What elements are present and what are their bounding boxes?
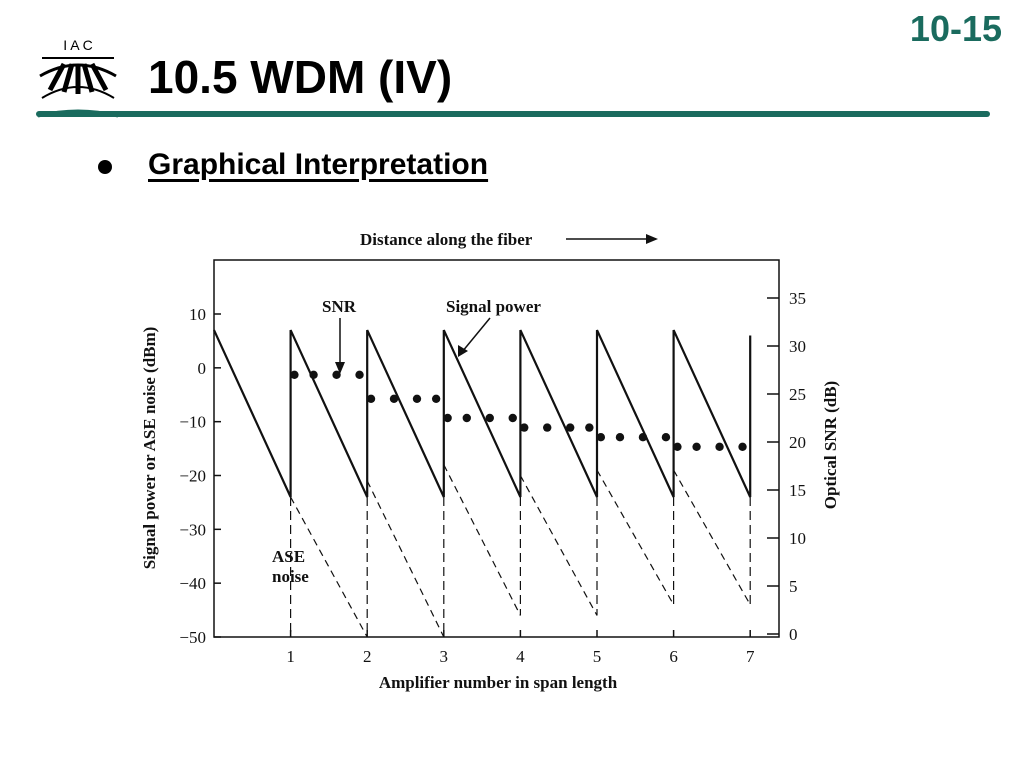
x-tick-label: 3 — [440, 647, 449, 666]
x-tick-label: 4 — [516, 647, 525, 666]
y-left-tick-label: 10 — [189, 305, 206, 324]
y-left-axis-label: Signal power or ASE noise (dBm) — [140, 327, 159, 570]
y-left-tick-label: −10 — [179, 413, 206, 432]
x-axis-label: Amplifier number in span length — [379, 673, 618, 692]
snr-point — [412, 394, 422, 403]
snr-point — [615, 433, 625, 442]
snr-point — [290, 370, 299, 379]
ase-annotation-line1: ASE — [272, 547, 305, 566]
y-left-tick-label: −20 — [179, 467, 206, 486]
snr-point — [520, 423, 529, 432]
snr-point — [485, 413, 494, 423]
snr-point — [692, 442, 701, 451]
chart-marks: 10 0 −10 −20 −30 −40 −50 35 30 25 20 15 10 5 0 1 2 3 4 5 6 7 — [179, 289, 806, 666]
signal-power-line — [213, 329, 752, 498]
snr-point — [715, 442, 724, 451]
chart-frame — [213, 234, 780, 638]
snr-point — [565, 423, 575, 432]
signal-power-arrow-head — [458, 345, 468, 357]
snr-point — [738, 442, 747, 451]
snr-point — [543, 423, 552, 432]
distance-arrow-head — [646, 234, 658, 244]
bullet-dot — [98, 160, 112, 174]
signal-power-annotation: Signal power — [446, 297, 541, 316]
snr-point — [366, 394, 376, 403]
x-tick-label: 1 — [286, 647, 295, 666]
snr-point — [431, 394, 441, 403]
y-right-tick-label: 10 — [789, 529, 806, 548]
snr-point — [309, 370, 318, 379]
snr-point — [661, 433, 671, 442]
y-right-tick-label: 25 — [789, 385, 806, 404]
snr-point — [389, 394, 399, 403]
plot-frame — [213, 259, 780, 638]
ase-noise-segment — [443, 464, 521, 616]
y-right-tick-label: 30 — [789, 337, 806, 356]
snr-point — [585, 423, 594, 432]
x-tick-label: 5 — [593, 647, 602, 666]
snr-point — [596, 433, 606, 442]
y-left-tick-label: −40 — [179, 574, 206, 593]
snr-point — [462, 413, 471, 423]
y-right-tick-label: 15 — [789, 481, 806, 500]
y-right-axis-label: Optical SNR (dB) — [821, 381, 840, 509]
y-left-tick-label: 0 — [198, 359, 207, 378]
snr-point — [673, 442, 682, 451]
y-left-tick-label: −50 — [179, 628, 206, 647]
bullet-text: Graphical Interpretation — [148, 148, 489, 181]
x-tick-label: 7 — [746, 647, 755, 666]
title-underline — [36, 111, 990, 117]
snr-annotation: SNR — [322, 297, 357, 316]
snr-point — [638, 433, 648, 442]
ase-noise-segment — [673, 469, 751, 605]
y-right-tick-label: 5 — [789, 577, 798, 596]
slide-title: 10.5 WDM (IV) — [148, 51, 453, 103]
page-number: 10-15 — [909, 8, 1002, 49]
y-right-tick-label: 35 — [789, 289, 806, 308]
snr-point — [355, 370, 364, 379]
x-tick-label: 2 — [363, 647, 372, 666]
snr-point — [508, 413, 517, 423]
chart-title: Distance along the fiber — [360, 230, 533, 249]
ase-noise-segment — [290, 496, 368, 638]
snr-point — [332, 370, 341, 379]
logo-text: I A C — [63, 37, 93, 53]
signal-power-annotation-arrow — [461, 317, 491, 353]
ase-annotation-line2: noise — [272, 567, 309, 586]
snr-arrow-head — [335, 362, 345, 374]
y-right-tick-label: 0 — [789, 625, 798, 644]
y-right-tick-label: 20 — [789, 433, 806, 452]
x-tick-label: 6 — [669, 647, 678, 666]
y-left-tick-label: −30 — [179, 520, 206, 539]
snr-point — [443, 413, 452, 423]
ase-noise-segment — [366, 480, 445, 638]
ase-noise-segment — [596, 469, 675, 605]
ase-noise-segment — [519, 475, 598, 616]
